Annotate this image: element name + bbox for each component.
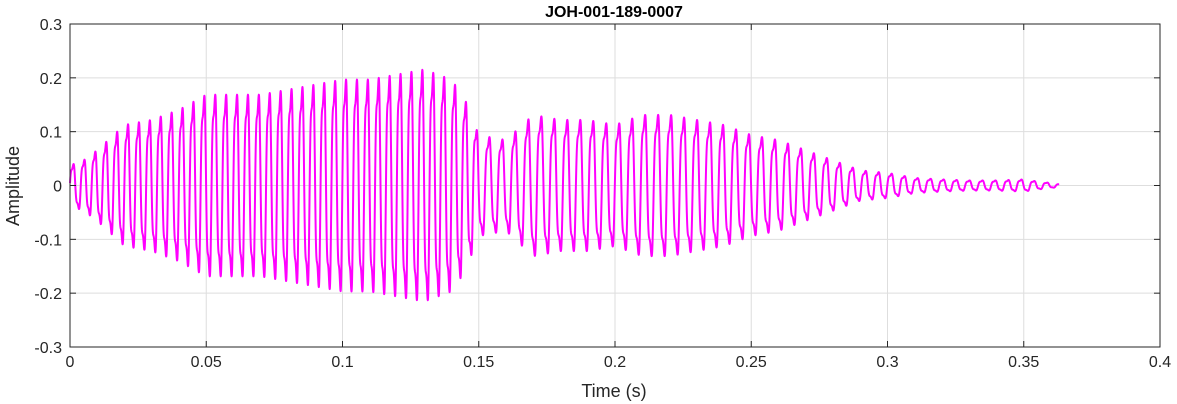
x-tick-label: 0.1 — [331, 354, 353, 371]
x-tick-label: 0.05 — [191, 354, 222, 371]
chart-title: JOH-001-189-0007 — [545, 4, 683, 21]
x-tick-label: 0.4 — [1149, 354, 1171, 371]
x-tick-label: 0.25 — [736, 354, 767, 371]
x-tick-label: 0.15 — [463, 354, 494, 371]
x-tick-label: 0.35 — [1008, 354, 1039, 371]
x-axis: 0 0.05 0.1 0.15 0.2 0.25 0.3 0.35 0.4 — [66, 24, 1171, 371]
y-tick-label: -0.3 — [34, 340, 62, 357]
y-tick-label: 0.2 — [40, 71, 62, 88]
waveform-line — [69, 68, 1061, 302]
y-tick-label: 0.3 — [40, 17, 62, 34]
x-tick-label: 0 — [66, 354, 75, 371]
x-tick-label: 0.2 — [604, 354, 626, 371]
y-axis-label: Amplitude — [3, 146, 23, 226]
y-tick-label: 0.1 — [40, 125, 62, 142]
waveform-series — [69, 68, 1061, 302]
y-tick-label: 0 — [53, 179, 62, 196]
y-tick-label: -0.2 — [34, 286, 62, 303]
x-tick-label: 0.3 — [876, 354, 898, 371]
x-axis-label: Time (s) — [581, 381, 646, 401]
y-axis: 0.3 0.2 0.1 0 -0.1 -0.2 -0.3 — [34, 17, 1160, 357]
y-tick-label: -0.1 — [34, 232, 62, 249]
